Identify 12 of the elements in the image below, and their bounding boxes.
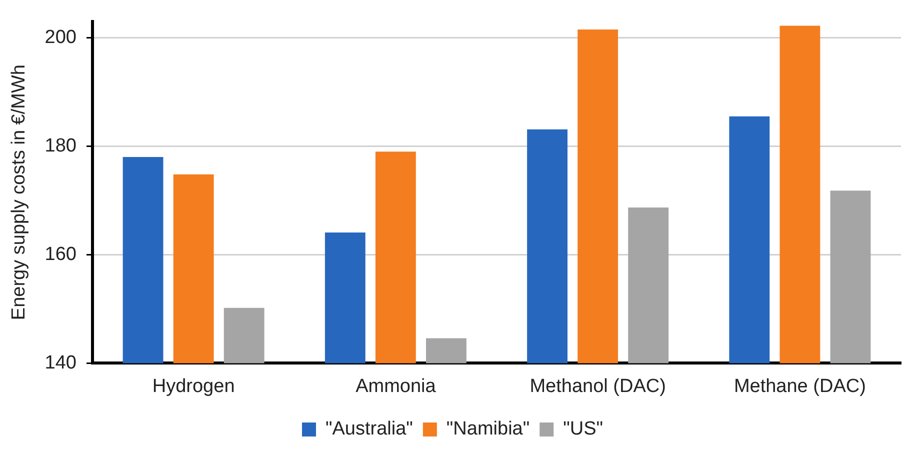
x-tick-label: Ammonia bbox=[356, 376, 436, 397]
x-tick-label: Hydrogen bbox=[152, 376, 235, 397]
y-tick-label: 180 bbox=[44, 135, 76, 156]
legend-label: "Namibia" bbox=[446, 418, 530, 440]
x-tick-label: Methane (DAC) bbox=[734, 376, 866, 397]
y-tick-label: 140 bbox=[44, 352, 76, 374]
y-axis-title: Energy supply costs in €/MWh bbox=[8, 64, 30, 320]
x-tick-label: Methanol (DAC) bbox=[530, 376, 666, 397]
y-tick-label: 200 bbox=[44, 26, 76, 48]
y-tick-label: 160 bbox=[44, 244, 76, 265]
legend-label: "Australia" bbox=[326, 418, 413, 440]
legend-label: "US" bbox=[563, 418, 603, 440]
